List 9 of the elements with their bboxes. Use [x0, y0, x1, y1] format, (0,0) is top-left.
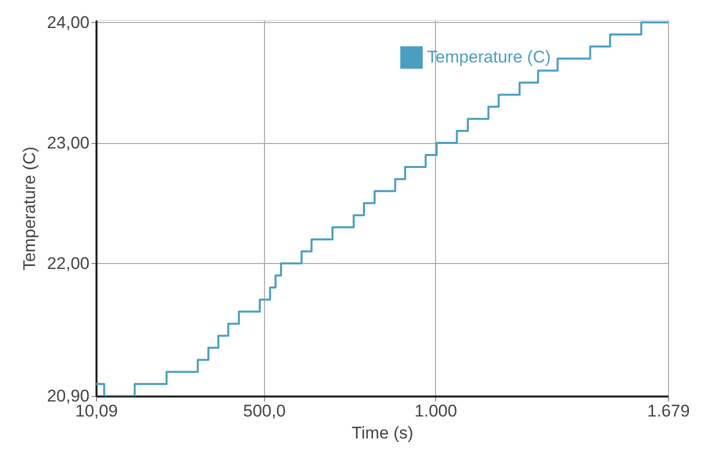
y-tick-label: 24,00 — [46, 12, 90, 32]
legend-label: Temperature (C) — [427, 48, 551, 66]
y-tick-label: 22,00 — [46, 254, 90, 273]
x-tick-label: 1.679 — [647, 402, 690, 420]
x-axis-title: Time (s) — [352, 424, 414, 442]
x-tick-label: 500,0 — [243, 402, 286, 420]
y-tick-label: 23,00 — [46, 133, 90, 152]
y-axis-title: Temperature (C) — [20, 146, 39, 270]
x-tick-label: 1.000 — [414, 402, 458, 420]
